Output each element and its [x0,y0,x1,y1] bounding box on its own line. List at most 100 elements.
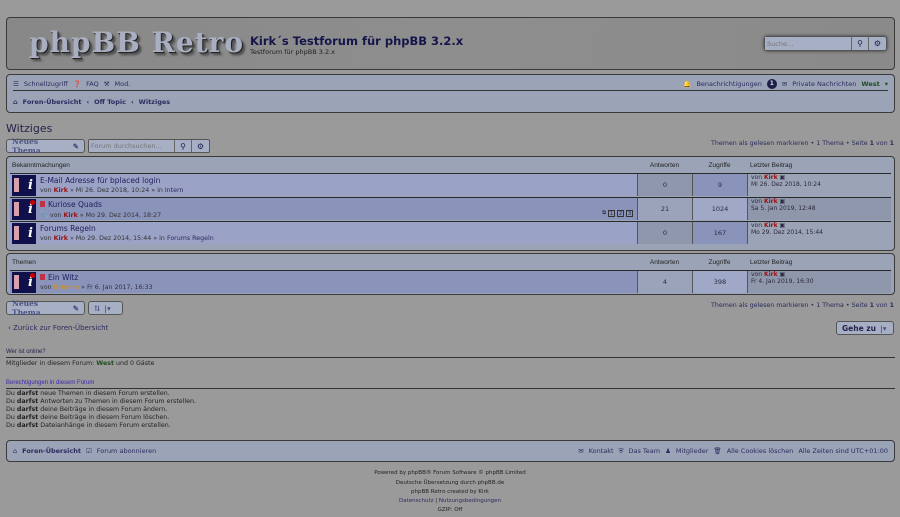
new-post-icon[interactable] [40,200,45,207]
online-user[interactable]: West [96,360,114,367]
perm-prefix: Du [6,422,15,429]
goto-post-icon[interactable]: ▣ [779,174,786,181]
search-icon[interactable]: ⚲ [852,37,869,50]
permission-line: Du darfst deine Beiträge in diesem Forum… [6,414,196,422]
perm-text: neue Themen in diesem Forum erstellen. [40,390,170,397]
replies-count: 0 [637,174,692,196]
footer-home-link[interactable]: Foren-Übersicht [22,447,81,455]
jump-to-button[interactable]: Gehe zu |▾ [836,321,894,335]
jump-label: Gehe zu [842,323,876,333]
pm-link[interactable]: Private Nachrichten [792,79,857,88]
perm-prefix: Du [6,414,15,421]
mark-read-link[interactable]: Themen als gelesen markieren [711,302,809,309]
goto-post-icon[interactable]: ▣ [779,271,786,278]
permission-line: Du darfst deine Beiträge in diesem Forum… [6,406,196,414]
privacy-link[interactable]: Datenschutz [398,498,434,504]
search-input[interactable] [765,37,852,50]
members-link[interactable]: Mitglieder [675,447,709,455]
topic-title-link[interactable]: Ein Witz [48,273,79,282]
goto-post-icon[interactable]: ▣ [779,198,786,205]
page-title[interactable]: Witziges [6,122,53,135]
last-author-link[interactable]: Kirk [763,174,778,181]
topic-status-icon: i [12,174,36,196]
envelope-icon: ✉ [578,447,584,455]
page-link[interactable]: 2 [617,210,624,217]
post-date: » Mo 29. Dez 2014, 18:27 [79,211,162,219]
gear-icon[interactable]: ⚙ [873,39,882,48]
by-label: von [40,284,52,291]
home-icon: ⌂ [13,447,18,455]
topic-title-link[interactable]: Forums Regeln [40,224,96,233]
delete-cookies-link[interactable]: Alle Cookies löschen [726,447,794,455]
views-count: 398 [692,271,747,293]
perm-verb: darfst [16,390,39,397]
menu-icon: ☰ [13,79,19,88]
online-rest: und 0 Gäste [116,360,155,367]
page-link[interactable]: 3 [626,210,633,217]
back-link[interactable]: ‹ Zurück zur Foren-Übersicht [8,324,108,332]
mod-link[interactable]: Mod. [114,79,131,88]
terms-link[interactable]: Nutzungsbedingungen [438,498,502,504]
notification-badge[interactable]: 1 [766,78,777,89]
topic-row: i Ein Witz von Brumm » Fr 6. Jan 2017, 1… [10,270,891,293]
page-link[interactable]: 1 [608,210,615,217]
col-last-post: Letzter Beitrag [750,258,793,266]
user-menu[interactable]: West [861,79,880,88]
by-label: von [751,271,763,278]
gear-icon[interactable]: ⚙ [196,141,205,151]
topic-status-icon: i [12,222,36,244]
topic-row: i Kuriose Quads 📎 von Kirk » Mo 29. Dez … [10,197,891,220]
topic-row: i E-Mail Adresse für bplaced login von K… [10,173,891,196]
faq-link[interactable]: FAQ [86,79,99,88]
author-link[interactable]: Kirk [53,187,68,194]
post-date: » Fr 6. Jan 2017, 16:33 [81,284,153,291]
new-post-icon[interactable] [40,274,45,280]
timezone-text: Alle Zeiten sind UTC+01:00 [798,447,888,455]
pagination: Themen als gelesen markieren • 1 Thema •… [711,140,894,147]
home-icon: ⌂ [13,98,18,106]
goto-post-icon[interactable]: ▣ [779,222,786,229]
breadcrumb-item[interactable]: Foren-Übersicht [22,98,82,106]
last-post-date: Fr 4. Jan 2019, 16:30 [751,278,814,285]
topic-title-link[interactable]: E-Mail Adresse für bplaced login [40,176,161,185]
topic-status-icon: i [12,271,36,293]
gavel-icon: ⚒ [103,79,110,88]
forum-search: ⚲ ⚙ [88,139,210,153]
online-heading[interactable]: Wer ist online? [6,349,895,358]
quick-access-link[interactable]: Schnellzugriff [23,79,68,88]
last-author-link[interactable]: Kirk [763,222,778,229]
caret-down-icon[interactable]: ▾ [884,79,888,88]
permission-line: Du darfst Dateianhänge in diesem Forum e… [6,422,196,430]
new-topic-button[interactable]: Neues Thema ✎ [6,299,85,317]
contact-link[interactable]: Kontakt [588,447,614,455]
forum-search-input[interactable] [89,140,175,152]
users-icon: ♟ [665,447,671,455]
navbar: ☰ Schnellzugriff ❓ FAQ ⚒ Mod. 🔔 Benachrichti… [6,74,895,113]
author-link[interactable]: Kirk [53,235,68,242]
forum-link[interactable]: Forums Regeln [166,235,214,242]
by-label: von [751,222,763,229]
section-heading: Themen [12,258,36,266]
current-page: 1 [869,140,874,147]
team-link[interactable]: Das Team [628,447,661,455]
new-topic-button[interactable]: Neues Thema ✎ [6,137,85,155]
subscribe-link[interactable]: Forum abonnieren [96,447,157,455]
last-author-link[interactable]: Kirk [763,198,778,205]
online-label: Mitglieder in diesem Forum: [6,360,95,367]
last-author-link[interactable]: Kirk [763,271,778,278]
author-link[interactable]: Kirk [63,211,78,219]
permission-line: Du darfst Antworten zu Themen in diesem … [6,398,196,406]
translation-credit: Deutsche Übersetzung durch phpBB.de [395,480,505,486]
breadcrumb-item[interactable]: Off Topic [94,98,126,106]
paperclip-icon: 📎 [40,211,50,219]
permission-line: Du darfst neue Themen in diesem Forum er… [6,390,196,398]
topic-title-link[interactable]: Kuriose Quads [48,199,102,209]
forum-link[interactable]: Intern [164,187,184,194]
breadcrumb-item[interactable]: Witziges [138,98,171,106]
sort-button[interactable]: ⇅ |▾ [88,301,123,315]
search-icon[interactable]: ⚲ [175,140,192,152]
author-link[interactable]: Brumm [53,284,80,291]
mark-read-link[interactable]: Themen als gelesen markieren [711,140,809,147]
notifications-link[interactable]: Benachrichtigungen [696,79,762,88]
site-logo[interactable]: phpBB Retro [29,26,245,59]
